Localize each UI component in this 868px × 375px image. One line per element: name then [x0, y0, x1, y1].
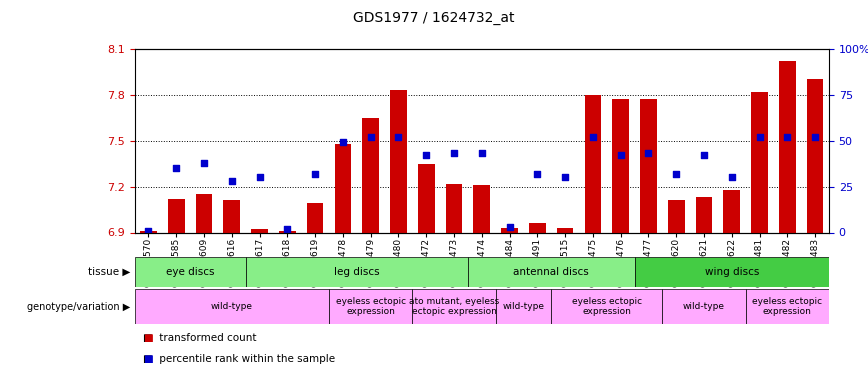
Point — [391, 134, 405, 140]
Text: eyeless ectopic
expression: eyeless ectopic expression — [753, 297, 822, 316]
Point — [753, 134, 766, 140]
Point — [558, 174, 572, 180]
Point — [641, 150, 655, 156]
Point — [225, 178, 239, 184]
Bar — [140, 231, 157, 232]
Text: wild-type: wild-type — [683, 302, 725, 311]
Point — [336, 140, 350, 146]
FancyBboxPatch shape — [635, 257, 829, 287]
Text: ■: ■ — [143, 354, 153, 364]
Text: ■: ■ — [143, 333, 153, 343]
FancyBboxPatch shape — [662, 289, 746, 324]
Bar — [806, 80, 824, 232]
Bar — [362, 118, 379, 232]
Text: wild-type: wild-type — [503, 302, 544, 311]
Text: genotype/variation ▶: genotype/variation ▶ — [27, 302, 130, 312]
Point — [503, 224, 516, 230]
Text: wild-type: wild-type — [211, 302, 253, 311]
Bar — [418, 164, 435, 232]
Point — [586, 134, 600, 140]
Text: leg discs: leg discs — [334, 267, 379, 277]
Point — [364, 134, 378, 140]
Text: antennal discs: antennal discs — [513, 267, 589, 277]
Bar — [640, 99, 657, 232]
Bar — [168, 199, 185, 232]
FancyBboxPatch shape — [246, 257, 468, 287]
Point — [697, 152, 711, 158]
Bar — [251, 230, 268, 232]
Point — [197, 160, 211, 166]
Bar — [445, 183, 463, 232]
Bar — [751, 92, 768, 232]
FancyBboxPatch shape — [468, 257, 635, 287]
Point — [308, 171, 322, 177]
Text: ato mutant, eyeless
ectopic expression: ato mutant, eyeless ectopic expression — [409, 297, 499, 316]
Point — [419, 152, 433, 158]
Bar — [695, 197, 713, 232]
Point — [669, 171, 683, 177]
Point — [725, 174, 739, 180]
Point — [280, 226, 294, 232]
Bar — [529, 224, 546, 232]
Text: ■  transformed count: ■ transformed count — [143, 333, 257, 343]
Bar — [667, 200, 685, 232]
Bar — [556, 228, 574, 232]
Text: eyeless ectopic
expression: eyeless ectopic expression — [336, 297, 405, 316]
Point — [141, 228, 155, 234]
Point — [530, 171, 544, 177]
Point — [780, 134, 794, 140]
Text: ■  percentile rank within the sample: ■ percentile rank within the sample — [143, 354, 335, 364]
Bar — [723, 190, 740, 232]
FancyBboxPatch shape — [551, 289, 662, 324]
Point — [447, 150, 461, 156]
Point — [169, 165, 183, 171]
Point — [808, 134, 822, 140]
Text: GDS1977 / 1624732_at: GDS1977 / 1624732_at — [353, 11, 515, 25]
Text: eye discs: eye discs — [166, 267, 214, 277]
Bar — [501, 228, 518, 232]
Bar — [390, 90, 407, 232]
FancyBboxPatch shape — [135, 257, 246, 287]
FancyBboxPatch shape — [135, 289, 329, 324]
Bar — [779, 61, 796, 232]
Bar — [279, 231, 296, 232]
Bar — [473, 185, 490, 232]
Point — [614, 152, 628, 158]
Bar — [334, 144, 352, 232]
FancyBboxPatch shape — [329, 289, 412, 324]
Text: wing discs: wing discs — [705, 267, 759, 277]
Point — [475, 150, 489, 156]
Bar — [223, 200, 240, 232]
FancyBboxPatch shape — [412, 289, 496, 324]
FancyBboxPatch shape — [746, 289, 829, 324]
Bar — [195, 194, 213, 232]
Point — [253, 174, 266, 180]
Text: tissue ▶: tissue ▶ — [88, 267, 130, 277]
Bar — [306, 203, 324, 232]
FancyBboxPatch shape — [496, 289, 551, 324]
Bar — [612, 99, 629, 232]
Text: eyeless ectopic
expression: eyeless ectopic expression — [572, 297, 641, 316]
Bar — [584, 95, 602, 232]
